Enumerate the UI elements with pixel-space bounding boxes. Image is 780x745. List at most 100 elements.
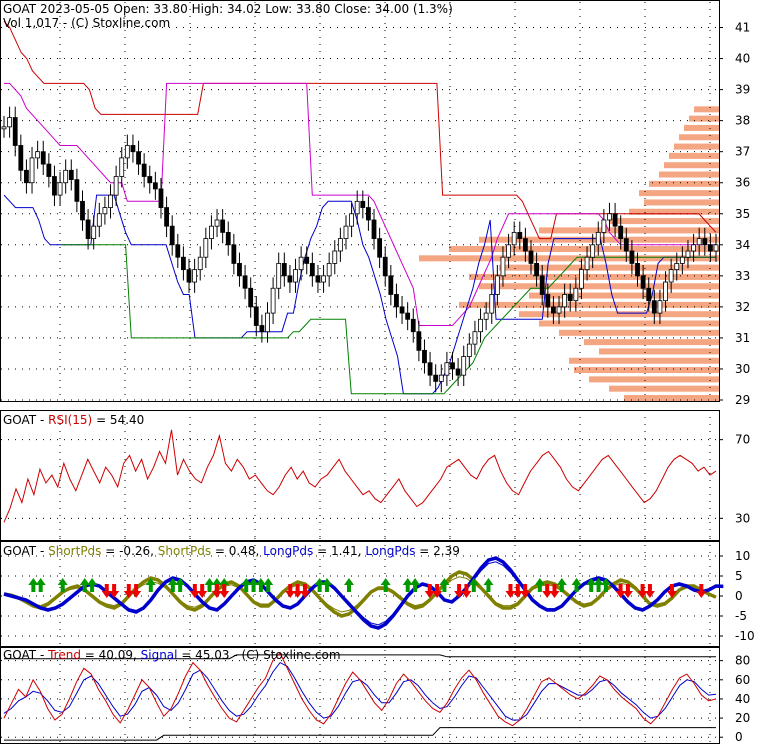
price-line-green [61, 244, 716, 395]
up-arrow-icon [175, 578, 186, 592]
price-bar-body [663, 281, 668, 302]
down-arrow-icon [461, 584, 472, 598]
price-bar-body [461, 356, 467, 376]
tick-label: 0 [735, 730, 743, 744]
down-arrow-icon [101, 584, 112, 598]
volume-profile-bar [649, 180, 719, 187]
price-bar-body [29, 157, 35, 184]
volume-profile-bar [659, 171, 719, 178]
trend-lines [3, 652, 717, 741]
price-bar-body [119, 157, 125, 177]
tick-label: 34 [735, 238, 750, 252]
trend-symbol: GOAT [3, 648, 37, 662]
price-bar-body [248, 287, 254, 308]
rsi-header: GOAT - RSI(15) = 54.40 [3, 413, 144, 427]
price-bar-body [124, 145, 130, 159]
price-bar-body [685, 250, 691, 258]
price-bar-body [640, 275, 646, 289]
tick-label: 40 [735, 52, 750, 66]
volume-profile-bar [664, 162, 719, 169]
up-arrow-icon [439, 578, 450, 592]
price-bar-body [551, 306, 556, 314]
up-arrow-icon [204, 578, 215, 592]
price-bar-body [259, 325, 265, 333]
volume-profile-bar [589, 376, 719, 383]
price-bar-body [35, 151, 41, 159]
up-arrow-icon [263, 578, 274, 592]
volume-profile-bar [669, 152, 719, 159]
rsi-panel-frame [0, 410, 720, 541]
price-bar-body [668, 269, 674, 283]
price-bar-body [309, 263, 315, 277]
pds-header: GOAT - ShortPds = -0.26, ShortPds = 0.48… [3, 544, 460, 558]
price-bar-body [337, 238, 343, 252]
price-bar-body [651, 300, 657, 314]
down-arrow-icon [542, 584, 553, 598]
price-bar-body [366, 207, 371, 221]
signal-label: Signal [141, 648, 178, 662]
up-arrow-icon [593, 578, 604, 592]
up-arrow-icon [556, 578, 567, 592]
tick-label: 0 [735, 589, 743, 603]
up-arrow-icon [35, 578, 46, 592]
price-bar-body [612, 213, 618, 227]
tick-label: 10 [735, 549, 750, 563]
pds-sep: - [36, 544, 48, 558]
price-bar-body [287, 275, 293, 283]
price-bar-body [96, 213, 102, 227]
pds-axis-ticks: -10 -5 0 5 10 [719, 549, 755, 643]
price-bar-body [579, 269, 584, 289]
price-bar-body [629, 250, 635, 264]
trend-label: Trend [47, 648, 81, 662]
tick-label: 32 [735, 300, 750, 314]
volume-profile-bar [609, 385, 719, 392]
up-arrow-icon [314, 578, 325, 592]
price-bar-body [607, 213, 612, 221]
price-header: GOAT 2023-05-05 Open: 33.80 High: 34.02 … [3, 2, 453, 16]
up-arrow-icon [241, 578, 252, 592]
price-bar-body [12, 117, 18, 146]
price-bar-body [209, 225, 214, 239]
pds-value-3: = 1.41, [313, 544, 365, 558]
down-arrow-icon [637, 584, 648, 598]
trend-panel-frame [0, 647, 720, 744]
price-bar-body [46, 163, 52, 177]
price-bar-body [158, 188, 164, 208]
tick-label: -10 [735, 629, 755, 643]
trend-axis-ticks: 0 20 40 60 80 [719, 654, 750, 744]
price-bar-body [584, 256, 590, 271]
price-bar-body [147, 176, 153, 184]
tick-label: 39 [735, 83, 750, 97]
up-arrow-icon [145, 578, 156, 592]
tick-label: 60 [735, 673, 750, 687]
price-bar-body [528, 250, 534, 264]
volume-profile-bar [419, 255, 719, 262]
down-arrow-icon [696, 584, 707, 598]
up-arrow-icon [321, 578, 332, 592]
pds-label-3: LongPds [263, 544, 313, 558]
shortpds-line [3, 570, 717, 618]
price-bar-body [534, 263, 539, 277]
down-arrow-icon [424, 584, 435, 598]
tick-label: 37 [735, 145, 750, 159]
price-bar-body [231, 244, 237, 264]
tick-label: -5 [735, 609, 747, 623]
down-arrow-icon [512, 584, 523, 598]
price-bar-body [214, 219, 220, 227]
rsi-axis-ticks: 30 70 [719, 433, 750, 525]
trend-grid [1, 643, 719, 742]
volume-profile-bar [529, 292, 719, 299]
price-bar-body [130, 145, 136, 153]
price-bar-body [489, 294, 495, 314]
price-bar-body [332, 250, 338, 264]
rsi-sep: - [36, 413, 48, 427]
trend-credit: - (C) Stoxline.com [230, 648, 341, 662]
up-arrow-icon [410, 578, 421, 592]
down-arrow-icon [219, 584, 230, 598]
up-arrow-icon [57, 578, 68, 592]
price-bars [1, 106, 719, 393]
volume-header: Vol 1,017 - (C) Stoxline.com [3, 16, 170, 30]
pds-label-2: ShortPds [158, 544, 211, 558]
price-bar-body [399, 306, 405, 314]
